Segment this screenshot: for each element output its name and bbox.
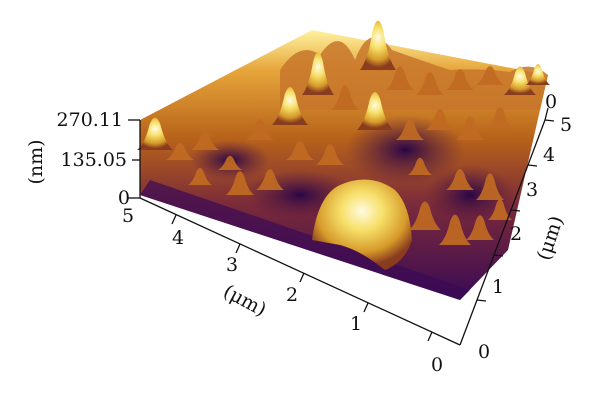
surface-peak — [439, 214, 471, 245]
surface-peak — [416, 72, 444, 95]
large-surface-dome — [312, 179, 412, 270]
surface-peak — [246, 119, 274, 140]
surface-peak — [409, 201, 441, 230]
surface-peak — [166, 142, 194, 160]
x-tick — [363, 302, 369, 313]
x-tick-label-5: 5 — [122, 205, 134, 227]
x-axis-unit: (μm) — [220, 280, 270, 321]
surface-peak — [426, 109, 454, 130]
y-axis-line — [459, 119, 546, 346]
surface-peak — [302, 52, 334, 95]
y-tick-label-4: 4 — [543, 144, 555, 166]
back-corner-tick — [544, 107, 549, 121]
z-tick-label-min: 0 — [118, 187, 130, 209]
surface-peak — [396, 119, 424, 140]
surface-peak — [272, 87, 308, 125]
z-tick-label-max: 270.11 — [57, 109, 123, 131]
surface-peaks — [137, 20, 550, 270]
y-tick-label-1: 1 — [492, 276, 504, 298]
surface-peak — [137, 117, 173, 150]
surface-peak — [476, 66, 504, 85]
surface-peak — [226, 171, 254, 195]
surface-peak — [357, 92, 393, 130]
y-axis-unit: (μm) — [533, 213, 568, 263]
surface-peak — [256, 169, 284, 190]
x-tick — [427, 331, 433, 342]
surface-peak — [316, 144, 344, 165]
surface-peak — [286, 141, 314, 160]
surface-peak — [446, 169, 474, 190]
surface-peak — [408, 157, 432, 175]
z-axis-unit: (nm) — [25, 139, 47, 184]
x-tick-label-2: 2 — [286, 284, 298, 306]
surface-peak — [456, 116, 484, 140]
surface-peak — [188, 167, 212, 185]
x-tick — [235, 243, 241, 254]
surface-peak — [466, 215, 494, 240]
y-tick-label-3: 3 — [526, 179, 538, 201]
y-tick — [544, 119, 555, 122]
y-tick-label-5: 5 — [560, 114, 572, 136]
surface-peak — [526, 64, 550, 85]
back-corner-tick-label: 0 — [545, 91, 557, 113]
surface-peak — [218, 155, 242, 170]
x-tick-label-4: 4 — [172, 227, 184, 249]
y-tick-label-2: 2 — [510, 223, 522, 245]
y-tick — [476, 299, 487, 302]
y-tick — [493, 254, 504, 257]
x-tick-label-1: 1 — [350, 313, 362, 335]
surface-peak — [486, 107, 514, 130]
y-tick — [527, 164, 538, 167]
y-tick-label-0: 0 — [478, 341, 490, 363]
surface-peak — [360, 20, 396, 71]
y-tick — [510, 209, 521, 212]
surface-peak — [191, 131, 219, 150]
z-tick-label-mid: 135.05 — [61, 149, 127, 171]
x-tick-label-3: 3 — [226, 254, 238, 276]
x-tick-label-0: 0 — [431, 354, 443, 376]
axis-frame — [128, 107, 555, 346]
x-tick — [299, 272, 305, 283]
x-tick — [171, 214, 177, 225]
surface-peak — [476, 173, 504, 200]
surface-peak — [504, 66, 536, 95]
surface-peak — [386, 66, 414, 90]
x-axis-line — [139, 197, 461, 346]
surface-peak — [446, 69, 474, 90]
surface-peak — [331, 85, 359, 110]
surface-peak — [488, 199, 512, 220]
